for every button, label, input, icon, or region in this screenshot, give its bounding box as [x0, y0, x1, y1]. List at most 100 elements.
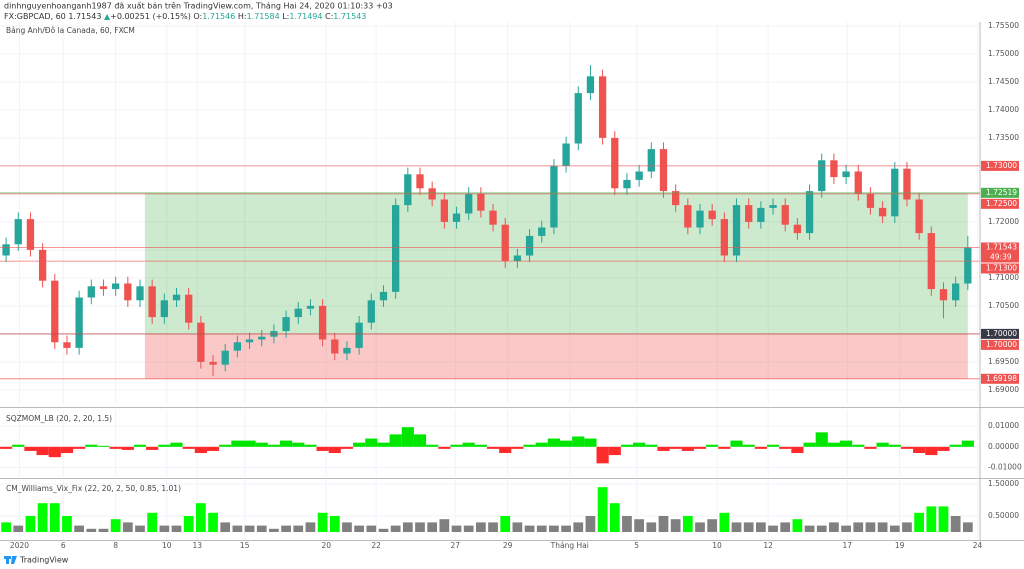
momentum-bar: [803, 442, 816, 447]
candle-body: [903, 168, 911, 200]
ohlc-value: 1.71546: [202, 12, 235, 21]
candle-body: [367, 300, 375, 323]
momentum-bar: [620, 444, 634, 447]
momentum-bar: [730, 440, 743, 447]
vix-bar: [147, 512, 158, 532]
vix-bar: [609, 503, 620, 532]
candle-body: [757, 207, 765, 222]
candle-body: [611, 137, 619, 189]
candle-body: [2, 244, 10, 256]
vix-bar: [950, 516, 961, 532]
vix-bar: [86, 528, 97, 532]
momentum-bar: [852, 444, 865, 447]
candle-body: [684, 205, 692, 228]
candle-body: [708, 210, 716, 220]
x-tick-label: 5: [634, 541, 639, 550]
candle-body: [793, 224, 802, 234]
symbol-line: FX:GBPCAD, 60 1.71543 ▲+0.00251 (+0.15%)…: [4, 12, 366, 21]
candle-body: [221, 350, 229, 365]
candle-body: [915, 199, 923, 234]
vix-bar: [1, 522, 11, 532]
vix-bar: [622, 516, 632, 532]
candle-body: [185, 294, 193, 323]
momentum-bar: [389, 434, 402, 447]
momentum-bar: [158, 444, 171, 447]
momentum-bar: [365, 438, 378, 447]
y-tick-label: 0.01000: [988, 421, 1019, 430]
vix-bar: [122, 522, 133, 532]
countdown: 49:39: [990, 252, 1012, 261]
vix-bar: [208, 512, 218, 532]
momentum-bar: [572, 436, 585, 447]
vix-bar: [695, 522, 705, 532]
candle-body: [574, 93, 582, 144]
vix-bar: [62, 516, 72, 532]
y-tick-label: 0.00000: [988, 442, 1019, 451]
candle-body: [538, 227, 546, 236]
candle-body: [75, 297, 83, 348]
candle-body: [258, 336, 266, 340]
candle-body: [209, 361, 217, 365]
brand: TradingView: [19, 556, 69, 565]
momentum-bar: [243, 440, 256, 447]
momentum-bar: [900, 446, 914, 449]
momentum-bar: [535, 442, 548, 447]
y-tick-label: 1.72000: [988, 217, 1019, 226]
candle-body: [14, 219, 22, 245]
momentum-bar: [961, 440, 974, 447]
candle-body: [318, 305, 327, 340]
candle-body: [672, 191, 680, 206]
vix-bar: [305, 522, 316, 532]
vix-bar: [196, 503, 206, 532]
plot: 2020 6 8 10 13 15 20 22 27 29 Tháng Hai 5 10 12 17 19 24…: [0, 21, 1022, 550]
x-tick-label: 8: [113, 541, 118, 550]
momentum-bar: [754, 446, 767, 449]
candle-body: [416, 174, 424, 189]
price-tag-label: 1.73000: [986, 161, 1017, 170]
vix-bar: [451, 525, 462, 532]
candle-body: [830, 160, 838, 178]
price-tag: [981, 339, 1019, 350]
vix-bar: [585, 516, 596, 532]
vix-bar: [646, 522, 657, 532]
vix-bar: [804, 525, 815, 532]
candle-body: [854, 171, 862, 194]
candle-body: [720, 219, 728, 256]
momentum-bar: [486, 446, 500, 449]
vix-bar: [634, 519, 644, 532]
vix-bar: [512, 522, 523, 532]
candle-body: [489, 210, 497, 225]
price-tag: [981, 242, 1019, 253]
candle-body: [659, 149, 668, 192]
momentum-bar: [0, 446, 13, 449]
candle-body: [26, 219, 35, 250]
price-tag: [981, 373, 1019, 384]
momentum-bar: [48, 446, 61, 458]
price-tag: [981, 198, 1019, 209]
momentum-bar: [231, 440, 244, 447]
momentum-bar: [109, 446, 122, 449]
candle-body: [586, 76, 595, 94]
candle-body: [404, 174, 412, 206]
vix-bar: [962, 522, 973, 532]
candle-body: [562, 143, 570, 166]
price-tag-label: 1.71543: [986, 242, 1017, 251]
candle-body: [769, 205, 777, 208]
candle-body: [379, 291, 388, 301]
y-tick-label: 1.71000: [988, 273, 1019, 282]
x-tick-label: 24: [973, 541, 983, 550]
x-tick-label: 29: [503, 541, 513, 550]
vix-bar: [25, 516, 36, 532]
price-tag-label: 1.71300: [986, 263, 1017, 272]
vix-bar: [926, 506, 937, 532]
momentum-bar: [194, 446, 207, 454]
momentum-bar: [523, 444, 536, 447]
vix-bar: [719, 512, 730, 532]
vix-bar: [743, 522, 754, 532]
vix-bar: [549, 525, 559, 532]
candle-body: [136, 286, 144, 301]
y-tick-label: 1.74500: [988, 77, 1019, 86]
vix-bar: [914, 512, 924, 532]
